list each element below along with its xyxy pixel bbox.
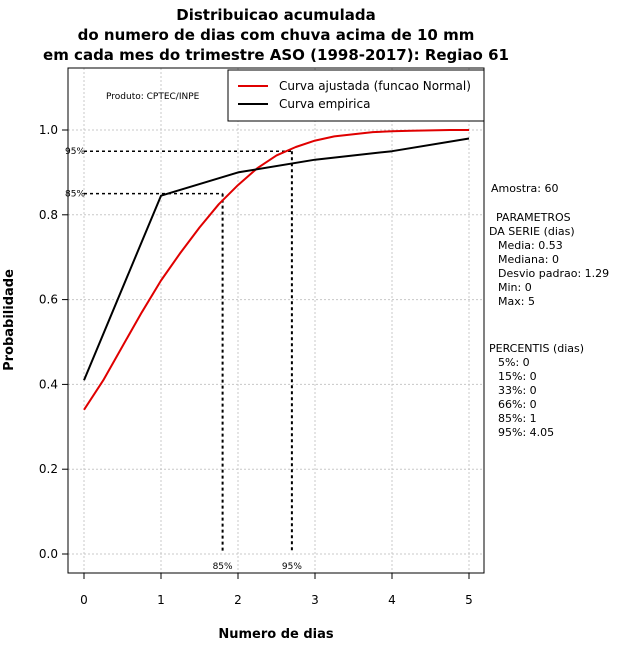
- reference-lines-layer: 85% 85% 95% 95%: [65, 147, 302, 572]
- y-tick-label: 0.6: [39, 293, 58, 307]
- param-min: Min: 0: [498, 281, 532, 294]
- chart-title-line-2: do numero de dias com chuva acima de 10 …: [78, 26, 475, 44]
- y-tick-label: 0.4: [39, 377, 58, 391]
- legend-label-empirical: Curva empirica: [279, 97, 370, 111]
- chart-title-line-1: Distribuicao acumulada: [176, 6, 375, 24]
- x-tick-label: 3: [311, 593, 319, 607]
- x-tick-label: 5: [465, 593, 473, 607]
- y-tick-label: 0.8: [39, 208, 58, 222]
- y-tick-label: 0.0: [39, 547, 58, 561]
- legend: Curva ajustada (funcao Normal) Curva emp…: [227, 69, 485, 122]
- tick-layer: 0 1 2 3 4 5 0.0 0.2 0.4 0.6 0.8 1.0: [39, 123, 473, 607]
- percentil-95: 95%: 4.05: [498, 426, 554, 439]
- reference-label-prob: 85%: [65, 190, 85, 200]
- y-tick-label: 1.0: [39, 123, 58, 137]
- grid-layer: [68, 68, 484, 573]
- sample-size: Amostra: 60: [491, 182, 558, 195]
- param-desvio: Desvio padrao: 1.29: [498, 267, 609, 280]
- series-line-fitted: [83, 129, 469, 411]
- x-tick-label: 0: [80, 593, 88, 607]
- y-axis-title: Probabilidade: [2, 269, 17, 371]
- param-max: Max: 5: [498, 295, 535, 308]
- percentil-66: 66%: 0: [498, 398, 537, 411]
- legend-box: [227, 69, 485, 122]
- reference-label-x: 95%: [282, 562, 302, 572]
- x-tick-label: 2: [234, 593, 242, 607]
- x-tick-label: 4: [388, 593, 396, 607]
- percentil-85: 85%: 1: [498, 412, 537, 425]
- percentis-title: PERCENTIS (dias): [489, 342, 584, 355]
- y-tick-label: 0.2: [39, 462, 58, 476]
- product-label: Produto: CPTEC/INPE: [106, 92, 200, 102]
- series-line-empirical: [83, 137, 470, 381]
- x-axis-title: Numero de dias: [218, 627, 334, 642]
- legend-label-fitted: Curva ajustada (funcao Normal): [279, 79, 471, 93]
- series-layer: [83, 129, 470, 411]
- params-title-2: DA SERIE (dias): [489, 225, 575, 238]
- plot-frame: [67, 67, 485, 574]
- side-panel: Amostra: 60 PARAMETROS DA SERIE (dias) M…: [489, 182, 609, 439]
- chart-title-line-3: em cada mes do trimestre ASO (1998-2017)…: [43, 46, 509, 64]
- percentil-33: 33%: 0: [498, 384, 537, 397]
- param-media: Media: 0.53: [498, 239, 563, 252]
- x-tick-label: 1: [157, 593, 165, 607]
- percentil-15: 15%: 0: [498, 370, 537, 383]
- params-title-1: PARAMETROS: [496, 211, 571, 224]
- reference-label-prob: 95%: [65, 147, 85, 157]
- reference-label-x: 85%: [213, 562, 233, 572]
- percentil-5: 5%: 0: [498, 356, 530, 369]
- param-mediana: Mediana: 0: [498, 253, 559, 266]
